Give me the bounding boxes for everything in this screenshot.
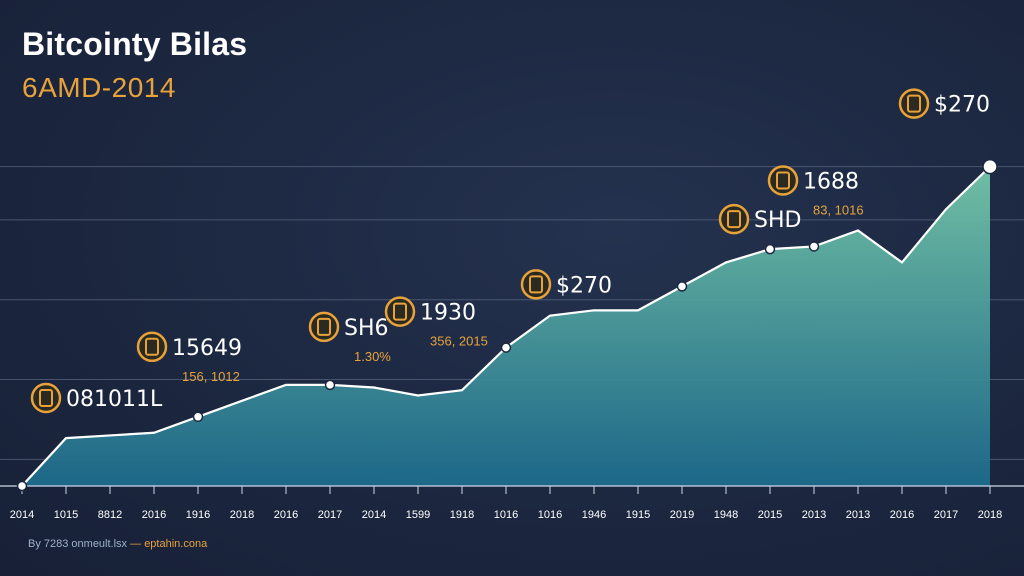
x-tick-label-22: 2018	[978, 509, 1002, 521]
annotation-sub-1: 156, 1012	[182, 369, 240, 384]
annotation-sub-6: 83, 1016	[813, 202, 864, 217]
x-tick-label-0: 2014	[10, 509, 34, 521]
series-area	[22, 166, 990, 486]
data-marker-2	[324, 379, 336, 391]
bitcoin-coin-icon	[767, 165, 799, 196]
x-tick-label-1: 1015	[54, 509, 78, 521]
x-tick-label-17: 2015	[758, 509, 782, 521]
annotation-3: 1930 356, 2015	[384, 296, 488, 349]
data-marker-3	[500, 342, 512, 353]
coin-icon	[384, 296, 416, 327]
data-marker-5	[764, 243, 776, 255]
x-tick-label-14: 1915	[626, 509, 650, 521]
annotation-0: 081011L	[30, 382, 163, 414]
footer-separator: —	[130, 538, 142, 550]
annotation-label-7: $270	[934, 93, 990, 118]
chart-footer: By 7283 onmeult.lsx — eptahin.cona	[28, 538, 207, 550]
annotation-label-3: 1930	[420, 301, 476, 326]
coin-icon-glyph	[317, 317, 331, 336]
x-tick-label-20: 2016	[890, 509, 914, 521]
bitcoin-coin-icon	[30, 382, 62, 414]
x-tick-label-15: 2019	[670, 509, 694, 521]
chart-title: Bitcointy Bilas	[22, 26, 248, 62]
shield-coin-icon	[136, 331, 168, 363]
annotation-7: $270	[898, 88, 990, 119]
annotation-2: SH6 1.30%	[308, 311, 391, 364]
bitcoin-coin-icon-glyph	[776, 171, 790, 190]
x-tick-label-10: 1918	[450, 509, 474, 521]
data-marker-7	[982, 158, 998, 175]
bitcoin-coin-icon-ring	[767, 165, 799, 196]
annotation-5: SHD	[718, 203, 801, 235]
data-marker-6	[808, 241, 820, 252]
annotation-label-1: 15649	[172, 336, 242, 361]
bitcoin-coin-icon-ring	[520, 269, 552, 300]
footer-site: eptahin.cona	[144, 538, 208, 550]
coin-icon-glyph	[727, 210, 741, 229]
footer-source: By 7283 onmeult.lsx	[28, 538, 128, 550]
annotation-label-4: $270	[556, 273, 612, 298]
shield-coin-icon-glyph	[145, 337, 159, 356]
annotation-1: 15649 156, 1012	[136, 331, 242, 384]
data-marker-1	[192, 411, 204, 423]
coin-icon-glyph	[393, 302, 407, 321]
bitcoin-coin-icon-ring	[30, 382, 62, 414]
x-tick-label-13: 1946	[582, 509, 606, 521]
x-tick-label-4: 1916	[186, 509, 210, 521]
x-tick-label-2: 8812	[98, 509, 122, 521]
annotation-label-2: SH6	[344, 316, 389, 341]
x-tick-label-3: 2016	[142, 509, 166, 521]
coin-icon-ring	[308, 311, 340, 343]
coin-icon-ring	[384, 296, 416, 327]
bitcoin-coin-icon	[898, 88, 930, 119]
x-tick-label-5: 2018	[230, 509, 254, 521]
annotation-sub-2: 1.30%	[354, 349, 391, 364]
data-marker-4	[676, 281, 688, 292]
x-tick-label-11: 1016	[494, 509, 518, 521]
x-tick-label-16: 1948	[714, 509, 738, 521]
x-tick-label-6: 2016	[274, 509, 298, 521]
bitcoin-coin-icon	[520, 269, 552, 300]
data-marker-0	[16, 480, 28, 492]
coin-icon-ring	[718, 203, 750, 235]
x-tick-label-12: 1016	[538, 509, 562, 521]
x-tick-label-19: 2013	[846, 509, 870, 521]
annotation-label-6: 1688	[803, 169, 859, 194]
coin-icon	[308, 311, 340, 343]
x-tick-label-8: 2014	[362, 509, 386, 521]
x-tick-label-9: 1599	[406, 509, 430, 521]
bitcoin-coin-icon-glyph	[529, 275, 543, 294]
bitcoin-coin-icon-glyph	[39, 389, 53, 407]
x-tick-label-18: 2013	[802, 509, 826, 521]
shield-coin-icon-ring	[136, 331, 168, 363]
annotation-6: 1688 83, 1016	[767, 165, 864, 217]
bitcoin-coin-icon-ring	[898, 88, 930, 119]
annotation-sub-3: 356, 2015	[430, 334, 488, 349]
x-tick-label-7: 2017	[318, 509, 342, 521]
annotation-label-5: SHD	[754, 208, 801, 233]
annotation-4: $270	[520, 269, 612, 300]
annotation-label-0: 081011L	[66, 387, 163, 412]
chart-subtitle: 6AMD-2014	[22, 72, 176, 103]
x-tick-label-21: 2017	[934, 509, 958, 521]
bitcoin-coin-icon-glyph	[907, 94, 921, 113]
coin-icon	[718, 203, 750, 235]
